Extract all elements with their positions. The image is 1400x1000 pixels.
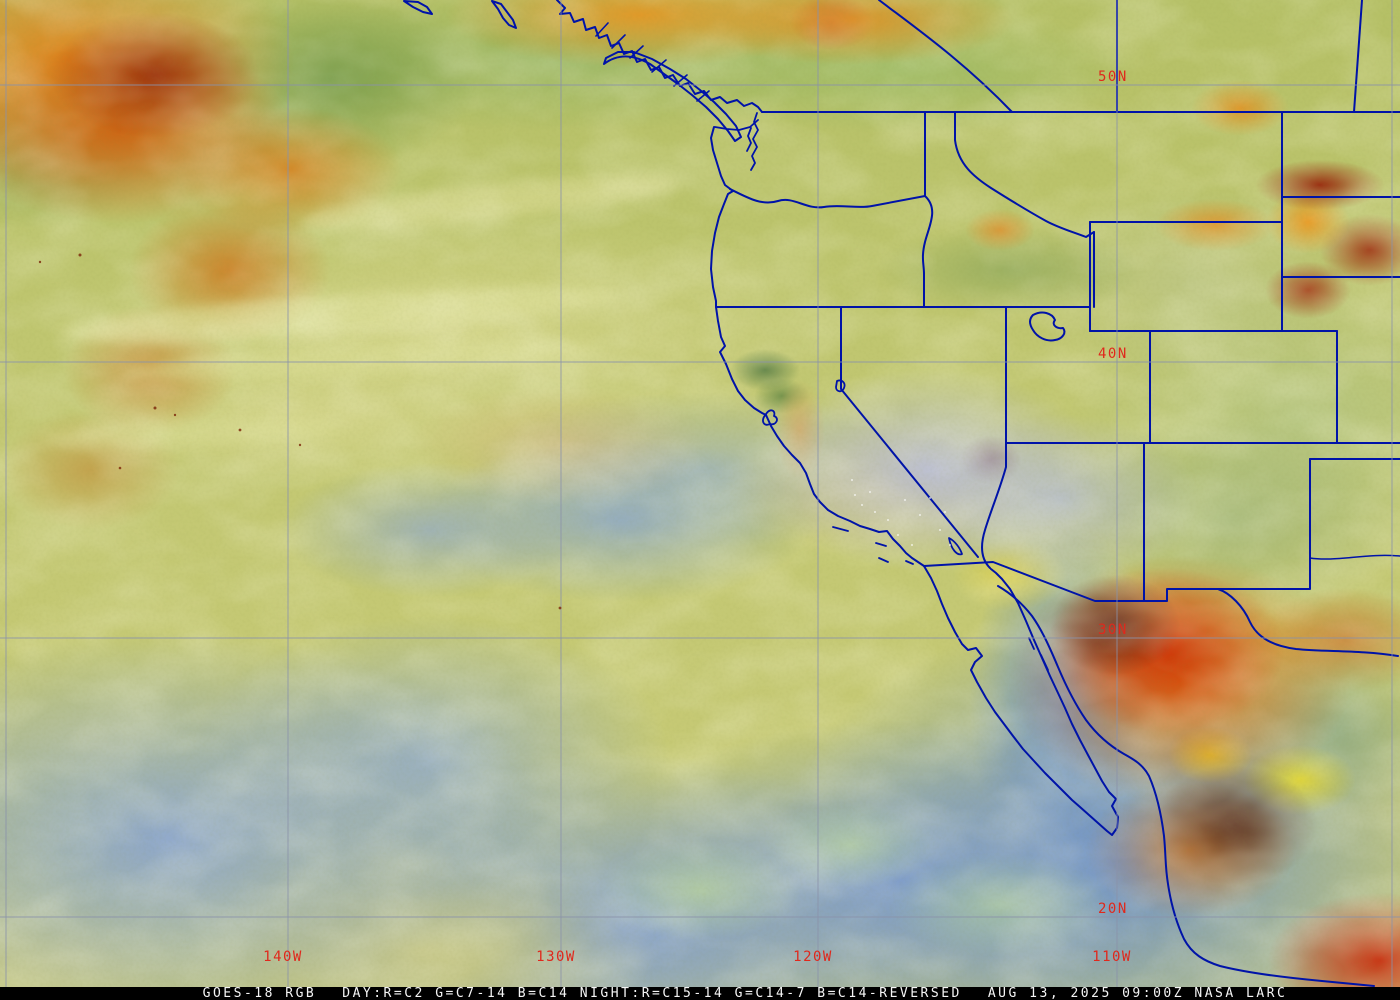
alaska-panhandle-islands: [403, 0, 433, 15]
channel-recipe-label: DAY:R=C2 G=C7-14 B=C14 NIGHT:R=C15-14 G=…: [342, 986, 962, 1000]
isla-tiburon: [1028, 637, 1049, 671]
border-us-mexico: [923, 561, 1219, 602]
lake-tahoe: [835, 379, 846, 393]
fjord-inlets: [595, 22, 710, 102]
product-label: GOES-18 RGB: [202, 986, 317, 1000]
debris-speckles: [38, 253, 562, 610]
border-saskatchewan-manitoba: [1353, 0, 1363, 113]
red-river: [1309, 554, 1400, 560]
border-ca-nv: [840, 306, 979, 558]
white-speckles: [851, 479, 951, 546]
timestamp-label: AUG 13, 2025 09:00Z NASA LARC: [987, 986, 1288, 1000]
border-nm-tx-32n: [1217, 583, 1311, 590]
latitude-label: 20N: [1098, 901, 1128, 917]
latitude-label: 50N: [1098, 69, 1128, 85]
coastline-british-columbia: [556, 0, 763, 113]
longitude-label: 120W: [793, 949, 833, 965]
longitude-label: 130W: [536, 949, 576, 965]
coastline-sonora-sinaloa: [997, 585, 1375, 987]
border-nv-az-colorado-river: [981, 442, 1007, 569]
vancouver-island: [603, 51, 742, 142]
longitude-label: 110W: [1092, 949, 1132, 965]
haida-gwaii-islands: [491, 0, 517, 29]
border-layer: [403, 0, 1400, 987]
san-francisco-bay: [762, 409, 778, 426]
coastline-baja-peninsula: [923, 565, 1119, 836]
status-bar: GOES-18 RGB DAY:R=C2 G=C7-14 B=C14 NIGHT…: [0, 987, 1400, 1000]
border-or-id-snake-river: [921, 195, 934, 308]
border-wa-or-columbia-river: [729, 188, 926, 209]
latitude-label: 30N: [1098, 622, 1128, 638]
great-salt-lake: [1029, 311, 1066, 342]
channel-islands: [832, 526, 914, 565]
strait-of-juan-de-fuca: [714, 119, 759, 131]
rio-grande: [1217, 588, 1399, 657]
border-id-mt: [954, 111, 1095, 238]
longitude-label: 140W: [263, 949, 303, 965]
salton-sea: [948, 537, 963, 556]
latitude-label: 40N: [1098, 346, 1128, 362]
coastline-pacific-us: [710, 126, 925, 567]
border-bc-alberta: [878, 0, 1013, 113]
